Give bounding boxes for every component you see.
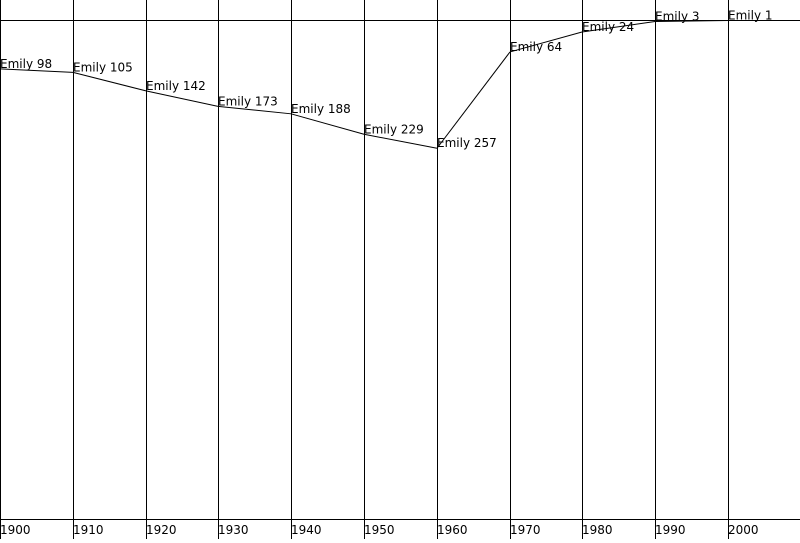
point-label-1940: Emily 188 bbox=[291, 102, 351, 116]
axis-layer bbox=[0, 20, 800, 520]
x-tick-label-1950: 1950 bbox=[364, 523, 395, 537]
x-tick-label-1910: 1910 bbox=[73, 523, 104, 537]
point-label-2000: Emily 1 bbox=[728, 8, 773, 22]
point-label-1930: Emily 173 bbox=[218, 94, 278, 108]
x-tick-layer: 1900 1910 1920 1930 1940 1950 1960 1970 1980 1990… bbox=[0, 523, 759, 537]
series-segment-1980 bbox=[581, 21, 656, 33]
point-label-1980: Emily 24 bbox=[582, 20, 634, 34]
x-tick-label-1990: 1990 bbox=[655, 523, 686, 537]
series-segment-1910 bbox=[72, 71, 147, 92]
point-label-1950: Emily 229 bbox=[364, 122, 424, 136]
series-segment-1900 bbox=[0, 68, 74, 73]
series-segment-1940 bbox=[290, 113, 365, 135]
x-tick-label-2000: 2000 bbox=[728, 523, 759, 537]
series-segment-1950 bbox=[363, 133, 438, 149]
series-segment-1960 bbox=[436, 51, 511, 149]
series-segment-1990 bbox=[654, 19, 729, 22]
point-label-1970: Emily 64 bbox=[510, 40, 562, 54]
x-tick-label-1900: 1900 bbox=[0, 523, 31, 537]
point-label-1990: Emily 3 bbox=[655, 9, 700, 23]
x-tick-label-1920: 1920 bbox=[146, 523, 177, 537]
x-tick-label-1960: 1960 bbox=[437, 523, 468, 537]
x-tick-label-1980: 1980 bbox=[582, 523, 613, 537]
series-segment-1970 bbox=[509, 31, 583, 53]
grid-layer bbox=[0, 0, 729, 539]
x-tick-label-1970: 1970 bbox=[510, 523, 541, 537]
point-label-1920: Emily 142 bbox=[146, 79, 206, 93]
point-label-1910: Emily 105 bbox=[73, 60, 133, 74]
series-segment-1930 bbox=[217, 105, 292, 115]
point-label-1960: Emily 257 bbox=[437, 136, 497, 150]
x-tick-label-1940: 1940 bbox=[291, 523, 322, 537]
series-segment-1920 bbox=[145, 90, 219, 107]
x-tick-label-1930: 1930 bbox=[218, 523, 249, 537]
point-label-1900: Emily 98 bbox=[0, 57, 52, 71]
point-label-layer: Emily 98 Emily 105 Emily 142 Emily 173 Emily… bbox=[0, 8, 773, 150]
series-layer bbox=[0, 19, 800, 149]
